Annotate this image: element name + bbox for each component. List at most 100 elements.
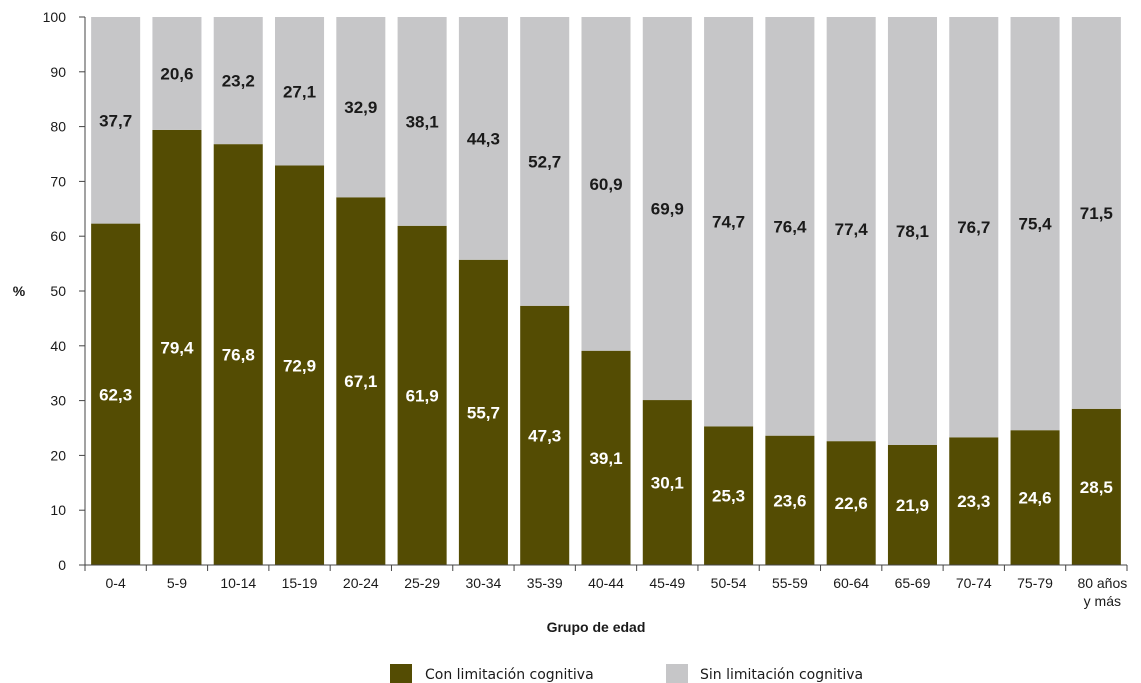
x-tick-label-8: 40-44 [588, 575, 624, 591]
bar-con-3 [275, 165, 325, 565]
data-label-con-1: 79,4 [160, 338, 194, 357]
bar-sin-12 [826, 17, 876, 442]
x-tick-label-3: 15-19 [282, 575, 318, 591]
data-label-con-13: 21,9 [896, 496, 929, 515]
data-label-con-9: 30,1 [651, 474, 684, 493]
bar-con-7 [520, 305, 570, 565]
data-label-con-5: 61,9 [406, 386, 439, 405]
bar-con-1 [152, 129, 202, 565]
data-label-con-6: 55,7 [467, 403, 500, 422]
y-tick-label-50: 50 [50, 283, 66, 299]
y-tick-label-90: 90 [50, 64, 66, 80]
data-label-sin-1: 20,6 [160, 64, 193, 83]
bar-con-16 [1071, 408, 1121, 565]
y-tick-label-80: 80 [50, 119, 66, 135]
bar-sin-6 [458, 17, 508, 260]
bar-con-11 [765, 435, 815, 565]
axes-group: 0 10 20 30 40 50 60 70 80 90 100 0-4 5-9 10-14 15-19 2… [43, 9, 1128, 609]
x-axis-label: Grupo de edad [547, 619, 646, 635]
bar-sin-9 [642, 17, 692, 401]
data-label-sin-16: 71,5 [1080, 204, 1113, 223]
bar-con-4 [336, 197, 386, 566]
data-label-sin-8: 60,9 [589, 175, 622, 194]
bar-con-13 [887, 444, 937, 565]
bar-con-6 [458, 259, 508, 565]
bar-sin-16 [1071, 17, 1121, 409]
data-label-sin-11: 76,4 [773, 217, 807, 236]
y-tick-label-30: 30 [50, 393, 66, 409]
y-axis-label: % [13, 283, 26, 299]
data-label-con-16: 28,5 [1080, 478, 1113, 497]
y-tick-label-10: 10 [50, 502, 66, 518]
x-tick-label-6: 30-34 [466, 575, 502, 591]
y-tick-label-60: 60 [50, 228, 66, 244]
bar-sin-3 [275, 17, 325, 166]
bar-sin-5 [397, 17, 447, 226]
bar-sin-13 [887, 17, 937, 445]
bar-con-5 [397, 225, 447, 565]
bar-sin-7 [520, 17, 570, 306]
legend-swatch-con [390, 664, 412, 683]
x-tick-label-2: 10-14 [220, 575, 256, 591]
data-label-con-7: 47,3 [528, 426, 561, 445]
legend-swatch-sin [666, 664, 688, 683]
bar-con-12 [826, 441, 876, 565]
data-label-sin-4: 32,9 [344, 98, 377, 117]
data-label-sin-5: 38,1 [406, 112, 439, 131]
x-tick-label-5: 25-29 [404, 575, 440, 591]
legend-label-con: Con limitación cognitiva [425, 667, 594, 683]
data-label-con-15: 24,6 [1019, 489, 1052, 508]
bar-con-15 [1010, 430, 1060, 565]
y-tick-label-40: 40 [50, 338, 66, 354]
bar-sin-0 [91, 17, 141, 224]
x-tick-label-10: 50-54 [711, 575, 747, 591]
data-label-con-3: 72,9 [283, 356, 316, 375]
y-tick-label-70: 70 [50, 173, 66, 189]
y-tick-label-100: 100 [43, 9, 67, 25]
data-label-con-11: 23,6 [773, 491, 806, 510]
data-label-sin-2: 23,2 [222, 72, 255, 91]
bar-sin-1 [152, 17, 202, 130]
x-tick-label-16-line-0: 80 años [1077, 575, 1127, 591]
bar-sin-14 [949, 17, 999, 438]
data-label-sin-10: 74,7 [712, 213, 745, 232]
data-label-sin-12: 77,4 [835, 220, 869, 239]
data-label-sin-6: 44,3 [467, 129, 500, 148]
bar-sin-15 [1010, 17, 1060, 431]
bar-con-2 [213, 144, 263, 566]
bars-group [91, 17, 1121, 566]
bar-sin-2 [213, 17, 263, 145]
data-label-sin-15: 75,4 [1019, 215, 1053, 234]
bar-con-9 [642, 400, 692, 565]
data-label-con-12: 22,6 [835, 494, 868, 513]
data-label-con-10: 25,3 [712, 487, 745, 506]
y-tick-label-0: 0 [58, 557, 66, 573]
data-label-con-0: 62,3 [99, 385, 132, 404]
x-tick-label-4: 20-24 [343, 575, 379, 591]
data-label-con-4: 67,1 [344, 372, 377, 391]
data-label-sin-9: 69,9 [651, 200, 684, 219]
legend: Con limitación cognitiva Sin limitación c… [390, 664, 863, 683]
y-tick-label-20: 20 [50, 447, 66, 463]
bar-con-14 [949, 437, 999, 565]
x-tick-label-16-line-1: y más [1084, 593, 1121, 609]
data-label-sin-0: 37,7 [99, 111, 132, 130]
bar-sin-11 [765, 17, 815, 436]
bar-con-8 [581, 350, 631, 565]
bar-sin-8 [581, 17, 631, 351]
x-tick-label-14: 70-74 [956, 575, 992, 591]
bar-sin-10 [704, 17, 754, 427]
bar-con-0 [91, 223, 141, 565]
data-label-con-8: 39,1 [589, 449, 622, 468]
x-tick-label-7: 35-39 [527, 575, 563, 591]
data-label-sin-13: 78,1 [896, 222, 929, 241]
x-ticks-group: 0-4 5-9 10-14 15-19 20-24 25-29 30-34 35-39 40-4… [84, 565, 1128, 609]
data-labels-group: 62,3 37,7 79,4 20,6 76,8 23,2 72,9 27,1 67,1 32,9… [99, 64, 1113, 515]
data-label-sin-7: 52,7 [528, 152, 561, 171]
data-label-con-14: 23,3 [957, 492, 990, 511]
x-tick-label-11: 55-59 [772, 575, 808, 591]
x-tick-label-13: 65-69 [895, 575, 931, 591]
x-tick-label-1: 5-9 [167, 575, 187, 591]
x-tick-label-12: 60-64 [833, 575, 869, 591]
